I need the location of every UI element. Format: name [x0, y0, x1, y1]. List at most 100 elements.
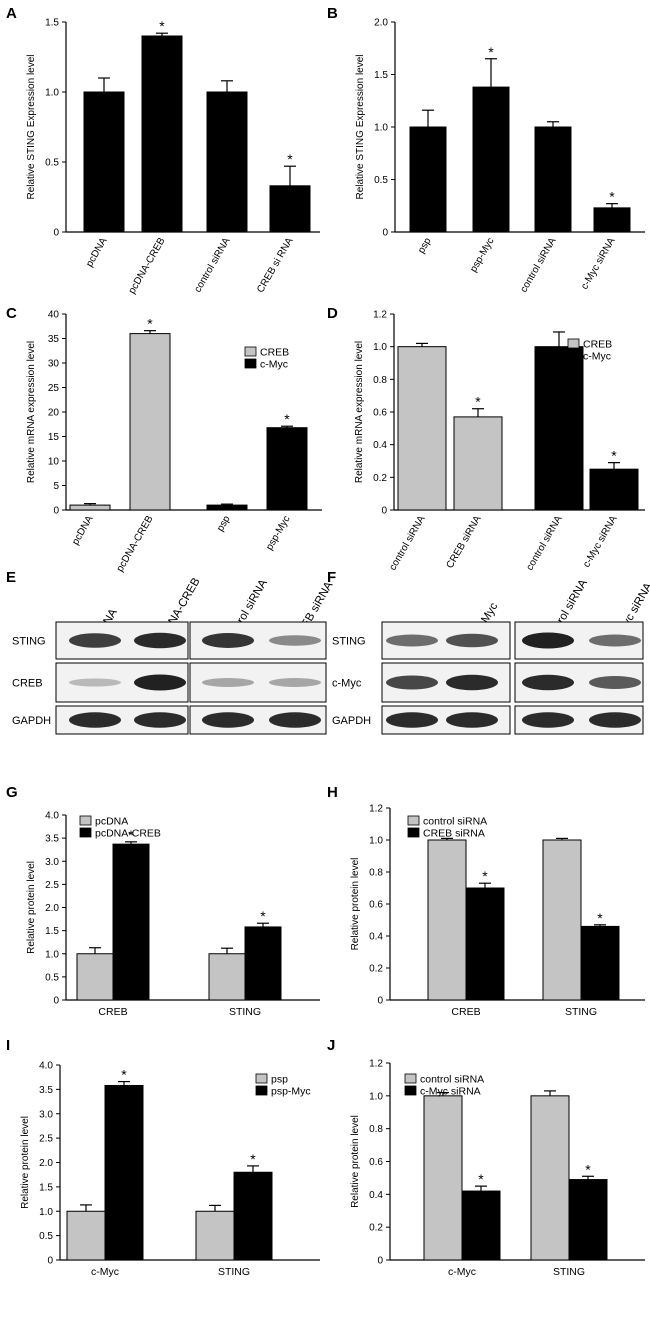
- legend-label: CREB siRNA: [423, 828, 485, 840]
- blot-band: [202, 678, 254, 687]
- blot-band: [69, 633, 121, 648]
- blot-row-label: CREB: [12, 678, 43, 690]
- bar: [244, 926, 282, 1001]
- blot-row-label: GAPDH: [12, 715, 51, 727]
- significance-marker: *: [597, 910, 603, 926]
- panel-label-b: B: [327, 5, 338, 22]
- bar: [530, 1095, 570, 1261]
- chart-d: 0 0.2 0.4 0.6 0.8 1.0 1.2 Relative mRNA express…: [354, 310, 645, 572]
- bar: [542, 839, 582, 1001]
- y-tick-label: 0: [377, 1256, 383, 1267]
- y-tick-label: 1.0: [45, 949, 59, 960]
- blot-band: [386, 634, 438, 647]
- legend-label: CREB: [583, 339, 612, 351]
- significance-marker: *: [159, 18, 165, 34]
- bar: [83, 91, 125, 233]
- blot-band: [386, 712, 438, 728]
- legend-swatch: [244, 346, 257, 357]
- y-tick-label: 0.6: [373, 408, 387, 419]
- y-tick-label: 0: [382, 228, 388, 239]
- legend-label: pcDNA-CREB: [95, 828, 161, 840]
- bar: [534, 126, 572, 233]
- bar: [472, 86, 510, 233]
- blot-band: [269, 635, 321, 646]
- legend-swatch: [79, 815, 92, 826]
- chart-h: 0 0.2 0.4 0.6 0.8 1.0 1.2 Relative protein leve…: [350, 804, 645, 1018]
- significance-marker: *: [287, 151, 293, 167]
- x-tick-label: c-Myc siRNA: [579, 236, 618, 292]
- y-tick-label: 0.5: [39, 1231, 53, 1242]
- significance-marker: *: [284, 411, 290, 427]
- y-axis-label: Relative protein level: [350, 858, 361, 951]
- x-tick-label: control siRNA: [519, 236, 559, 295]
- significance-marker: *: [611, 448, 617, 464]
- x-tick-label: psp: [416, 236, 434, 256]
- x-tick-label: STING: [229, 1006, 261, 1018]
- panel-label-h: H: [327, 784, 338, 801]
- bar: [112, 843, 150, 1001]
- bar: [69, 504, 111, 511]
- chart-g: 0 0.5 1.0 1.5 2.0 2.5 3.0 3.5 4.0 Relative protei…: [26, 811, 320, 1018]
- y-tick-label: 2.5: [45, 880, 59, 891]
- y-axis-label: Relative protein level: [350, 1115, 361, 1208]
- y-tick-label: 35: [48, 334, 60, 345]
- bar: [269, 185, 311, 233]
- panel-label-g: G: [6, 784, 18, 801]
- legend-label: c-Myc siRNA: [420, 1086, 481, 1098]
- blot-band: [522, 632, 574, 649]
- panel-label-j: J: [327, 1037, 335, 1054]
- blot-band: [446, 712, 498, 728]
- blot-band: [386, 675, 438, 690]
- y-tick-label: 30: [48, 359, 60, 370]
- legend-label: c-Myc: [260, 359, 288, 371]
- y-tick-label: 1.2: [369, 1059, 383, 1070]
- y-tick-label: 15: [48, 432, 60, 443]
- y-tick-label: 1.0: [373, 342, 387, 353]
- blot-row-label: STING: [12, 636, 46, 648]
- blot-band: [589, 634, 641, 647]
- bar: [266, 427, 308, 511]
- blot-band: [446, 633, 498, 648]
- bar: [453, 416, 503, 511]
- bar: [580, 925, 620, 1001]
- blot-band: [202, 712, 254, 728]
- blot-row-label: STING: [332, 636, 366, 648]
- bar: [461, 1190, 501, 1261]
- x-tick-label: STING: [565, 1006, 597, 1018]
- y-tick-label: 1.2: [369, 804, 383, 815]
- y-tick-label: 0.4: [369, 932, 383, 943]
- legend-label: control siRNA: [420, 1074, 484, 1086]
- panel-label-d: D: [327, 305, 338, 322]
- blot-band: [69, 678, 121, 687]
- bar: [104, 1084, 144, 1261]
- x-tick-label: pcDNA-CREB: [115, 514, 156, 574]
- blot-band: [269, 678, 321, 687]
- legend-swatch: [407, 815, 420, 826]
- significance-marker: *: [147, 316, 153, 332]
- bar: [593, 207, 631, 233]
- panel-label-i: I: [6, 1037, 10, 1054]
- legend-label: CREB: [260, 347, 289, 359]
- y-tick-label: 1.0: [374, 123, 388, 134]
- y-tick-label: 2.5: [39, 1134, 53, 1145]
- legend-swatch: [255, 1073, 268, 1084]
- y-tick-label: 3.0: [45, 857, 59, 868]
- y-tick-label: 0.5: [45, 972, 59, 983]
- y-tick-label: 0.8: [373, 375, 387, 386]
- y-tick-label: 40: [48, 310, 60, 321]
- y-tick-label: 4.0: [39, 1061, 53, 1072]
- bar: [208, 953, 246, 1001]
- blot-row-label: c-Myc: [332, 678, 362, 690]
- blot-band: [269, 712, 321, 728]
- panel-label-c: C: [6, 305, 17, 322]
- y-tick-label: 0.2: [369, 964, 383, 975]
- chart-i: 0 0.5 1.0 1.5 2.0 2.5 3.0 3.5 4.0 Relative protei…: [20, 1061, 320, 1278]
- chart-b: 0 0.5 1.0 1.5 2.0 Relative STING Expression l…: [355, 18, 645, 295]
- legend-swatch: [407, 827, 420, 838]
- y-tick-label: 0.2: [369, 1223, 383, 1234]
- y-axis-label: Relative STING Expression level: [26, 54, 37, 199]
